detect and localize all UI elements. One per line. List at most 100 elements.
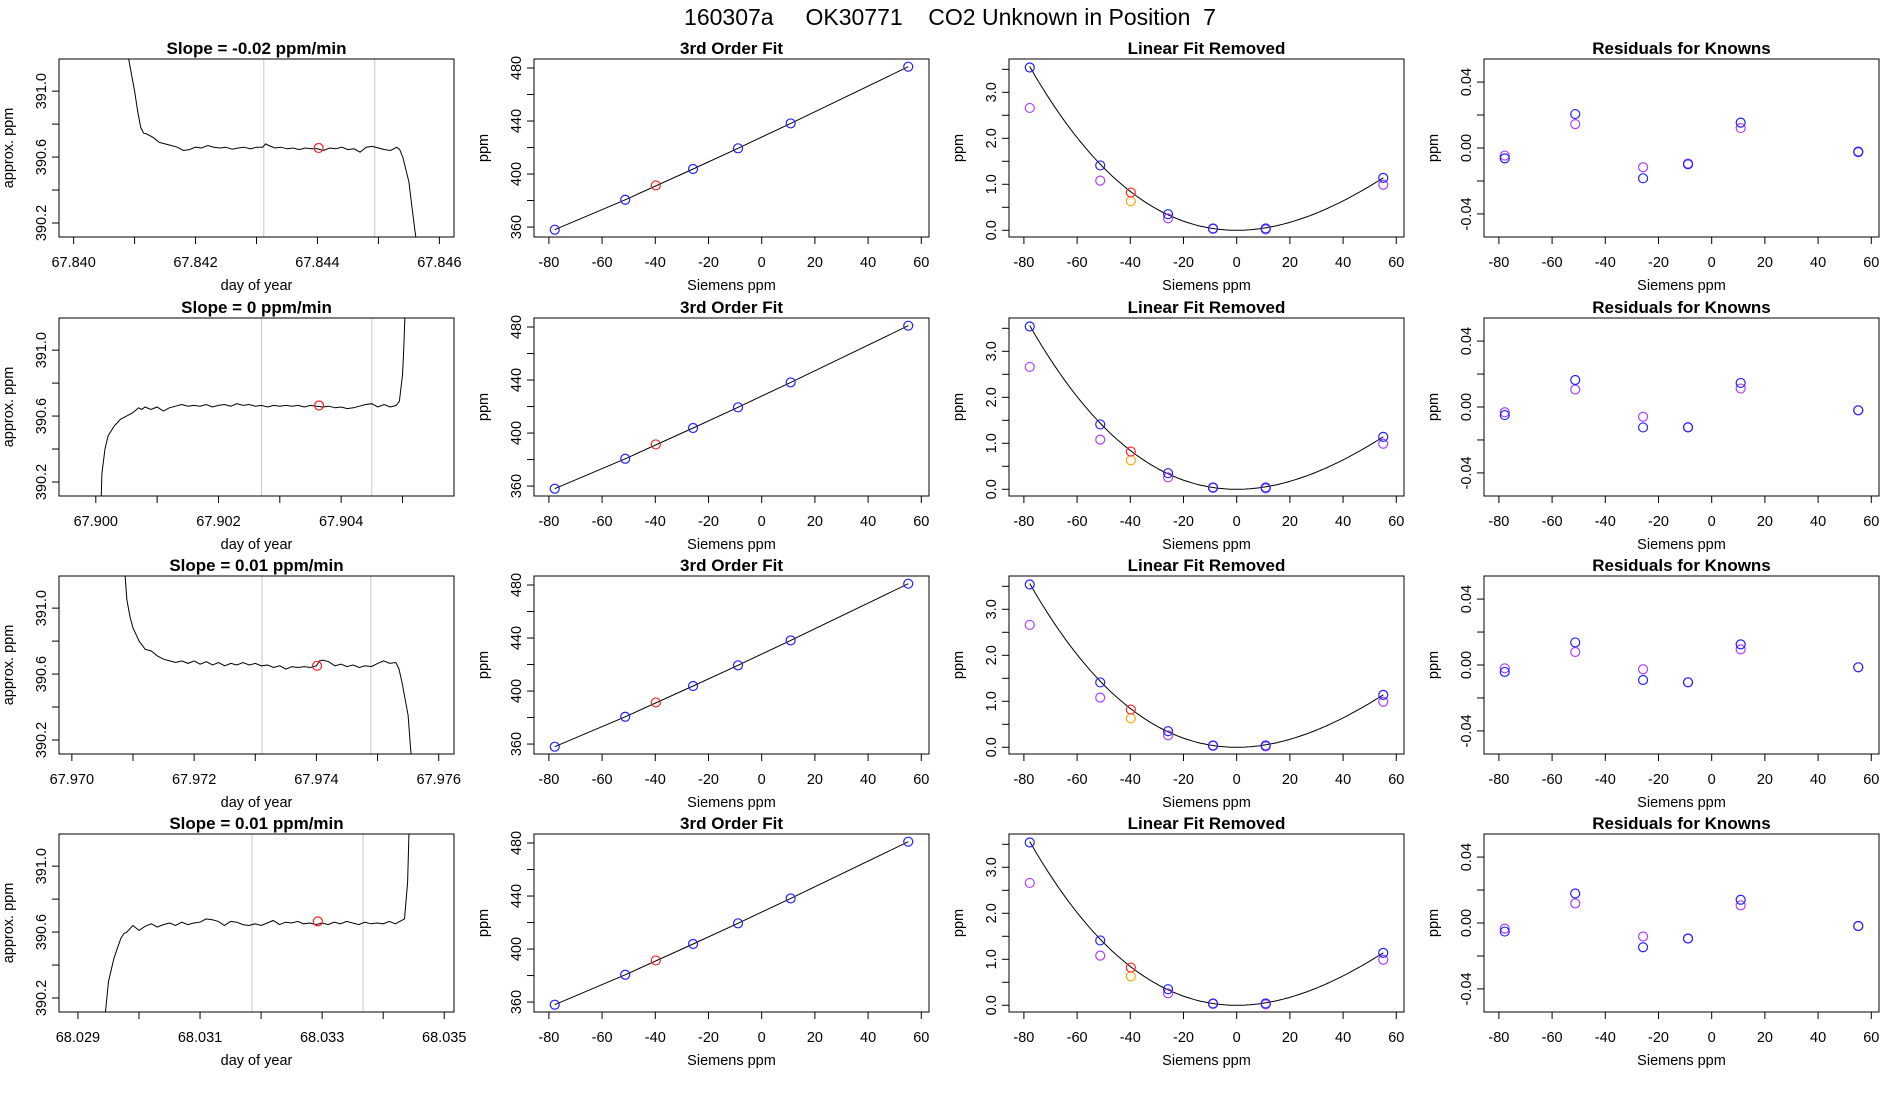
data-point: [313, 142, 324, 154]
data-point: [1260, 223, 1271, 234]
x-tick-label: 40: [1810, 514, 1826, 530]
x-tick-label: 20: [1757, 514, 1773, 530]
plot-frame: [58, 317, 455, 497]
plot-frame: [1483, 575, 1880, 755]
x-tick-label: -40: [1120, 772, 1141, 788]
x-tick-label: 60: [913, 772, 929, 788]
y-tick-label: 1.0: [984, 949, 1000, 969]
data-point: [650, 180, 661, 191]
y-tick-label: 391.0: [34, 848, 50, 884]
y-tick-label: 2.0: [984, 128, 1000, 148]
plot-frame: [1008, 317, 1405, 497]
data-point: [1095, 935, 1106, 946]
panel-title: Slope = 0.01 ppm/min: [169, 814, 343, 833]
panel-time-series-row4: Slope = 0.01 ppm/min day of year approx. p…: [1, 814, 466, 1069]
data-point: [1570, 108, 1581, 120]
x-axis-label: day of year: [221, 278, 293, 294]
x-tick-label: -20: [1173, 514, 1194, 530]
y-axis-label: approx. ppm: [1, 883, 17, 964]
x-tick-label: 60: [1863, 514, 1879, 530]
panel-fit-row4: 3rd Order Fit Siemens ppm ppm -80 -60 -40 -20 0…: [476, 814, 930, 1069]
plot-frame: [533, 575, 930, 755]
data-point: [1207, 998, 1219, 1009]
data-point: [1570, 646, 1581, 658]
data-point: [1378, 954, 1389, 965]
data-point: [1095, 677, 1106, 688]
x-tick-label: -40: [1595, 514, 1616, 530]
panel-linear-removed-row4: Linear Fit Removed Siemens ppm ppm -80 -60 -4…: [951, 814, 1405, 1069]
data-point: [785, 377, 796, 388]
plot-frame: [58, 58, 455, 238]
data-line: [554, 583, 909, 748]
y-tick-label: 440: [509, 109, 525, 133]
y-tick-label: 360: [509, 215, 525, 239]
x-tick-label: 40: [860, 514, 876, 530]
panel-fit-row2: 3rd Order Fit Siemens ppm ppm -80 -60 -40 -20 0…: [476, 298, 930, 553]
data-point: [1207, 223, 1219, 234]
y-tick-label: 0.00: [1459, 909, 1475, 937]
x-axis-label: day of year: [221, 795, 293, 811]
data-point: [1637, 173, 1649, 184]
y-tick-label: 480: [509, 831, 525, 855]
data-point: [620, 969, 631, 980]
data-point: [549, 741, 560, 752]
data-point: [1682, 677, 1694, 688]
y-tick-label: 1.0: [984, 433, 1000, 453]
x-tick-label: -60: [592, 514, 613, 530]
plot-area: [549, 836, 914, 1010]
y-tick-label: 480: [509, 315, 525, 339]
y-tick-label: 400: [509, 937, 525, 961]
y-tick-label: 400: [509, 421, 525, 445]
data-point: [1735, 122, 1746, 134]
y-tick-label: 1.0: [984, 691, 1000, 711]
panel-title: Slope = 0 ppm/min: [181, 298, 332, 317]
x-tick-label: -80: [538, 255, 559, 271]
y-tick-label: 390.2: [34, 722, 50, 758]
y-axis-label: ppm: [476, 393, 492, 421]
y-tick-label: 480: [509, 573, 525, 597]
data-point: [1024, 619, 1035, 631]
panel-fit-row1: 3rd Order Fit Siemens ppm ppm -80 -60 -40 -20 0…: [476, 39, 930, 294]
y-axis-label: ppm: [1426, 134, 1442, 162]
x-tick-label: 20: [807, 255, 823, 271]
plot-frame: [533, 833, 930, 1013]
y-axis-label: approx. ppm: [1, 108, 17, 189]
y-tick-label: 0.00: [1459, 134, 1475, 162]
x-tick-label: 20: [1282, 514, 1298, 530]
panel-title: Slope = -0.02 ppm/min: [167, 39, 347, 58]
y-tick-label: 440: [509, 368, 525, 392]
x-tick-label: -40: [1595, 772, 1616, 788]
plot-frame: [1008, 58, 1405, 238]
y-tick-label: 390.6: [34, 398, 50, 434]
x-tick-label: 20: [1757, 1030, 1773, 1046]
x-axis-label: Siemens ppm: [687, 278, 776, 294]
y-axis-label: ppm: [1426, 393, 1442, 421]
data-point: [1735, 644, 1746, 655]
data-point: [1570, 898, 1581, 909]
data-point: [1125, 704, 1136, 715]
data-point: [1570, 888, 1581, 899]
x-tick-label: -40: [645, 255, 666, 271]
y-tick-label: 391.0: [34, 590, 50, 626]
plot-area: [1499, 374, 1864, 433]
x-axis-label: Siemens ppm: [1162, 795, 1251, 811]
data-line: [104, 834, 410, 1012]
y-axis-label: approx. ppm: [1, 625, 17, 706]
data-point: [1260, 998, 1271, 1009]
x-tick-label: -80: [538, 1030, 559, 1046]
x-tick-label: 60: [1863, 255, 1879, 271]
x-axis-label: day of year: [221, 1053, 293, 1069]
x-tick-label: -40: [1595, 255, 1616, 271]
x-tick-label: -20: [1648, 514, 1669, 530]
x-tick-label: 40: [1335, 514, 1351, 530]
x-axis-label: Siemens ppm: [1162, 278, 1251, 294]
x-tick-label: 67.844: [295, 255, 339, 271]
y-tick-label: 360: [509, 732, 525, 756]
data-point: [1570, 374, 1581, 386]
x-tick-label: -60: [1542, 255, 1563, 271]
x-axis-label: Siemens ppm: [687, 1053, 776, 1069]
plot-area: [100, 318, 406, 496]
x-tick-label: -40: [1595, 1030, 1616, 1046]
y-tick-label: 0.0: [984, 995, 1000, 1015]
data-point: [1735, 894, 1746, 905]
